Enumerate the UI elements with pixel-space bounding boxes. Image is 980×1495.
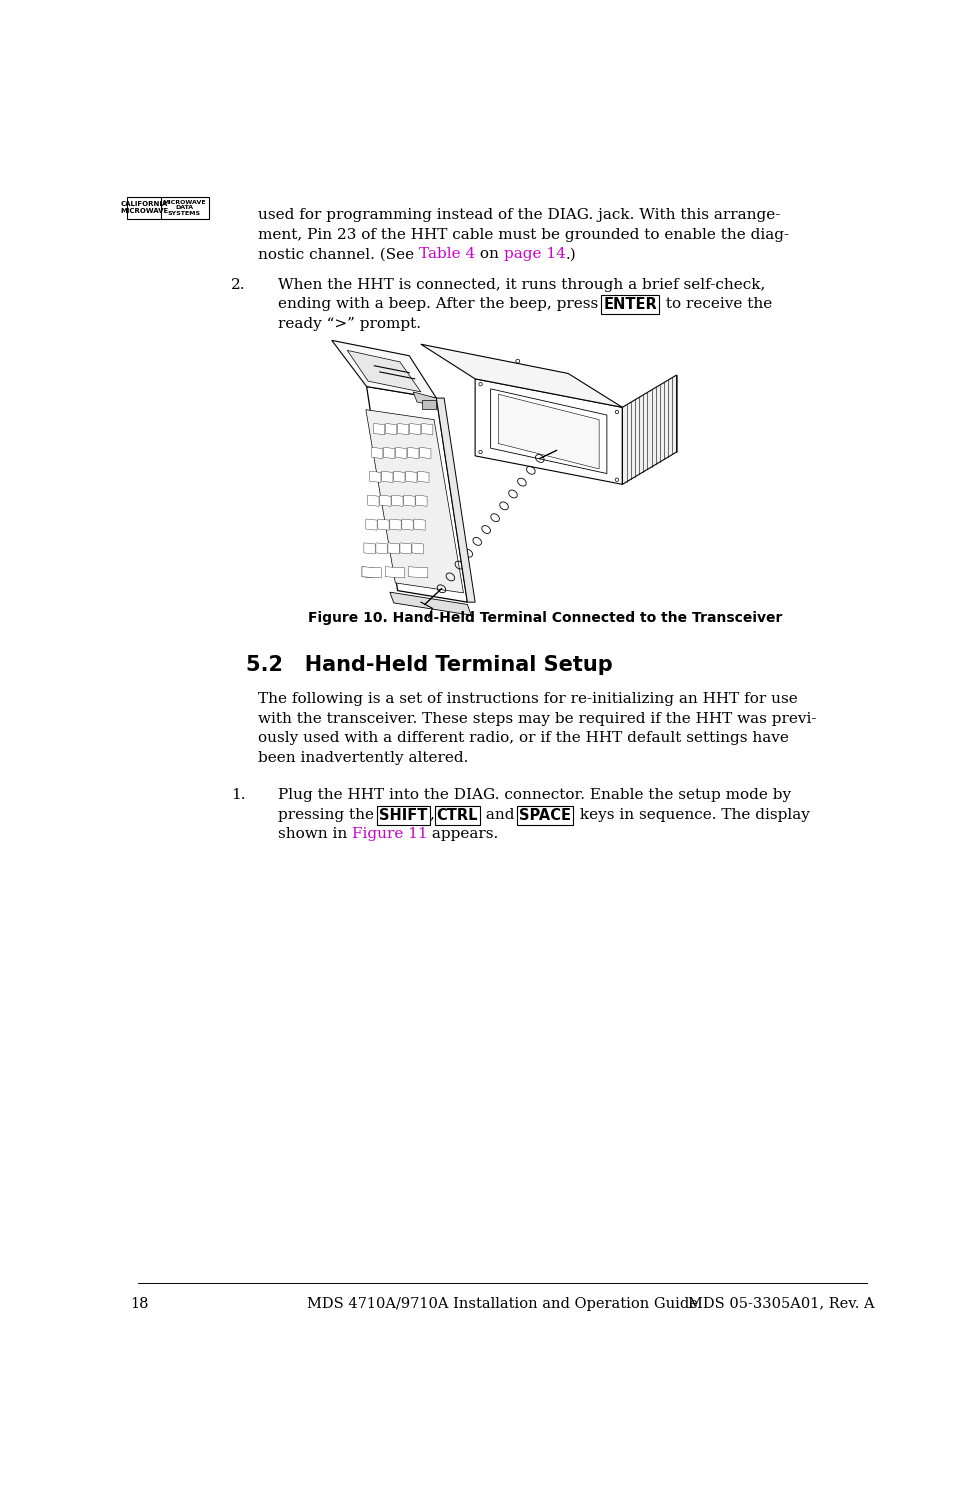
Text: .): .): [566, 247, 577, 262]
Text: keys in sequence. The display: keys in sequence. The display: [575, 807, 809, 822]
Text: shown in: shown in: [277, 827, 352, 842]
Text: MDS 4710A/9710A Installation and Operation Guide: MDS 4710A/9710A Installation and Operati…: [307, 1296, 698, 1311]
Polygon shape: [410, 423, 420, 435]
Text: MICROWAVE
DATA
SYSTEMS: MICROWAVE DATA SYSTEMS: [163, 200, 207, 217]
Text: Figure 10. Hand-Held Terminal Connected to the Transceiver: Figure 10. Hand-Held Terminal Connected …: [308, 611, 782, 625]
Polygon shape: [388, 543, 399, 555]
Text: page 14: page 14: [504, 247, 566, 262]
Polygon shape: [362, 567, 381, 579]
Text: nostic channel. (See: nostic channel. (See: [258, 247, 419, 262]
Text: to receive the: to receive the: [661, 298, 772, 311]
Bar: [602, 295, 660, 314]
Text: 1.: 1.: [231, 788, 246, 803]
Polygon shape: [392, 495, 403, 507]
Bar: [377, 806, 429, 825]
Polygon shape: [347, 350, 420, 392]
Text: 5.2   Hand-Held Terminal Setup: 5.2 Hand-Held Terminal Setup: [247, 655, 613, 674]
Polygon shape: [364, 543, 375, 555]
Text: ,: ,: [429, 807, 434, 822]
Polygon shape: [394, 471, 405, 483]
Text: The following is a set of instructions for re-initializing an HHT for use: The following is a set of instructions f…: [258, 692, 798, 706]
Polygon shape: [491, 389, 607, 474]
Polygon shape: [382, 471, 393, 483]
Text: with the transceiver. These steps may be required if the HHT was previ-: with the transceiver. These steps may be…: [258, 712, 816, 725]
Text: Plug the HHT into the DIAG. connector. Enable the setup mode by: Plug the HHT into the DIAG. connector. E…: [277, 788, 791, 803]
Bar: [435, 806, 480, 825]
Bar: [421, 399, 435, 408]
Polygon shape: [398, 423, 409, 435]
Polygon shape: [409, 567, 428, 579]
Text: used for programming instead of the DIAG. jack. With this arrange-: used for programming instead of the DIAG…: [258, 208, 780, 221]
Polygon shape: [367, 387, 467, 602]
Polygon shape: [406, 471, 417, 483]
Polygon shape: [622, 375, 676, 484]
Text: 18: 18: [130, 1296, 149, 1311]
Polygon shape: [376, 543, 387, 555]
Text: CTRL: CTRL: [437, 807, 478, 822]
Polygon shape: [362, 567, 373, 579]
Text: CALIFORNIA
MICROWAVE: CALIFORNIA MICROWAVE: [121, 202, 169, 214]
Text: ready “>” prompt.: ready “>” prompt.: [277, 317, 420, 330]
Polygon shape: [369, 471, 381, 483]
Polygon shape: [373, 423, 385, 435]
Polygon shape: [371, 447, 383, 459]
Polygon shape: [400, 543, 412, 555]
Polygon shape: [390, 519, 401, 531]
Bar: [517, 806, 573, 825]
Text: ously used with a different radio, or if the HHT default settings have: ously used with a different radio, or if…: [258, 731, 789, 745]
Polygon shape: [378, 519, 389, 531]
Text: ENTER: ENTER: [604, 298, 658, 312]
Polygon shape: [421, 423, 433, 435]
Polygon shape: [417, 471, 429, 483]
Text: ending with a beep. After the beep, press: ending with a beep. After the beep, pres…: [277, 298, 603, 311]
Bar: [127, 197, 209, 218]
Polygon shape: [475, 378, 622, 484]
Polygon shape: [499, 395, 599, 469]
Text: been inadvertently altered.: been inadvertently altered.: [258, 750, 468, 765]
Polygon shape: [408, 447, 418, 459]
Text: ment, Pin 23 of the HHT cable must be grounded to enable the diag-: ment, Pin 23 of the HHT cable must be gr…: [258, 227, 789, 242]
Polygon shape: [412, 543, 423, 555]
Text: SPACE: SPACE: [519, 807, 571, 822]
Polygon shape: [385, 567, 405, 579]
Polygon shape: [402, 519, 414, 531]
Polygon shape: [368, 495, 379, 507]
Polygon shape: [416, 495, 427, 507]
Polygon shape: [366, 410, 464, 594]
Bar: [573, 422, 593, 431]
Polygon shape: [380, 495, 391, 507]
Text: MDS 05-3305A01, Rev. A: MDS 05-3305A01, Rev. A: [688, 1296, 874, 1311]
Polygon shape: [366, 519, 377, 531]
Polygon shape: [396, 447, 407, 459]
Text: appears.: appears.: [427, 827, 499, 842]
Text: on: on: [475, 247, 504, 262]
Text: 2.: 2.: [231, 278, 246, 292]
Polygon shape: [414, 392, 440, 407]
Polygon shape: [390, 592, 471, 616]
Text: and: and: [481, 807, 519, 822]
Polygon shape: [404, 495, 416, 507]
Text: Table 4: Table 4: [419, 247, 475, 262]
Text: pressing the: pressing the: [277, 807, 378, 822]
Polygon shape: [385, 423, 397, 435]
Polygon shape: [436, 398, 475, 602]
Polygon shape: [384, 447, 395, 459]
Text: Figure 11: Figure 11: [352, 827, 427, 842]
Polygon shape: [332, 341, 436, 398]
Polygon shape: [420, 344, 622, 407]
Text: SHIFT: SHIFT: [379, 807, 427, 822]
Text: When the HHT is connected, it runs through a brief self-check,: When the HHT is connected, it runs throu…: [277, 278, 764, 292]
Polygon shape: [414, 519, 425, 531]
Polygon shape: [419, 447, 431, 459]
